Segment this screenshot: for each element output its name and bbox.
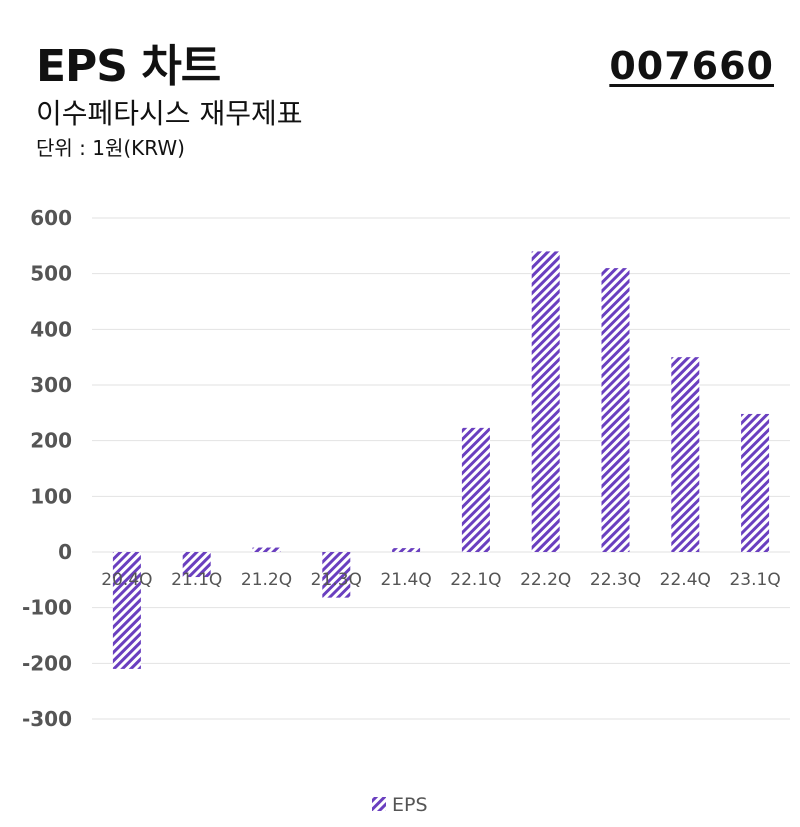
bar-22.3Q[interactable] — [601, 268, 630, 552]
x-tick-label: 22.3Q — [590, 570, 641, 590]
y-tick-label: 600 — [30, 206, 72, 230]
company-subtitle: 이수페타시스 재무제표 — [36, 97, 303, 130]
y-tick-label: -300 — [22, 707, 72, 731]
y-tick-label: 0 — [58, 540, 72, 564]
x-tick-label: 21.3Q — [311, 570, 362, 590]
y-tick-label: 400 — [30, 317, 72, 341]
bar-22.2Q[interactable] — [531, 251, 560, 552]
x-tick-label: 22.4Q — [660, 570, 711, 590]
x-tick-label: 23.1Q — [729, 570, 780, 590]
legend-label[interactable]: EPS — [392, 794, 428, 816]
y-tick-label: 200 — [30, 429, 72, 453]
y-tick-label: 300 — [30, 373, 72, 397]
chart-title: EPS 차트 — [36, 41, 221, 92]
x-tick-label: 22.1Q — [450, 570, 501, 590]
x-tick-label: 21.2Q — [241, 570, 292, 590]
x-tick-label: 21.4Q — [380, 570, 431, 590]
x-tick-label: 21.1Q — [171, 570, 222, 590]
bar-21.3Q[interactable] — [322, 552, 351, 598]
x-tick-label: 20.4Q — [101, 570, 152, 590]
bar-20.4Q[interactable] — [112, 552, 141, 669]
unit-label: 단위 : 1원(KRW) — [36, 136, 185, 160]
y-tick-label: -100 — [22, 596, 72, 620]
y-tick-label: 100 — [30, 484, 72, 508]
y-tick-label: -200 — [22, 651, 72, 675]
bar-21.2Q[interactable] — [252, 547, 281, 552]
bar-22.4Q[interactable] — [671, 357, 700, 552]
bar-23.1Q[interactable] — [741, 413, 770, 552]
legend-swatch — [372, 797, 386, 811]
bar-21.4Q[interactable] — [392, 548, 421, 552]
bar-21.1Q[interactable] — [182, 552, 211, 578]
stock-code-link[interactable]: 007660 — [609, 44, 774, 88]
x-tick-label: 22.2Q — [520, 570, 571, 590]
bar-22.1Q[interactable] — [461, 427, 490, 552]
y-tick-label: 500 — [30, 262, 72, 286]
